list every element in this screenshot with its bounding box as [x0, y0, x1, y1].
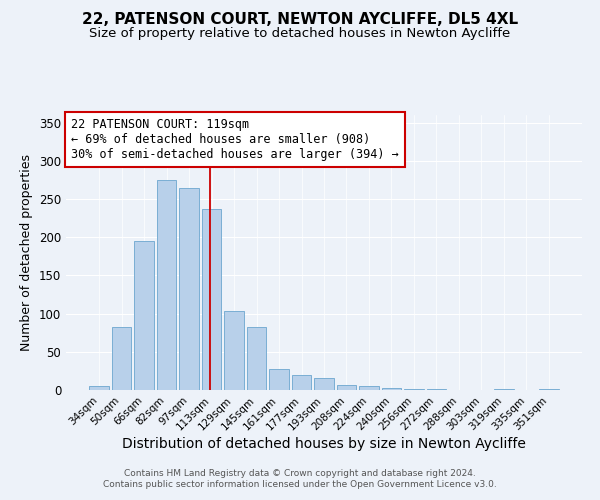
Bar — [292, 374, 311, 390]
Bar — [404, 389, 424, 390]
Bar — [539, 389, 559, 390]
Bar — [494, 389, 514, 390]
Bar — [359, 386, 379, 390]
Text: Contains public sector information licensed under the Open Government Licence v3: Contains public sector information licen… — [103, 480, 497, 489]
Bar — [337, 384, 356, 390]
Bar — [427, 389, 446, 390]
Bar — [382, 388, 401, 390]
Text: 22, PATENSON COURT, NEWTON AYCLIFFE, DL5 4XL: 22, PATENSON COURT, NEWTON AYCLIFFE, DL5… — [82, 12, 518, 28]
Text: Contains HM Land Registry data © Crown copyright and database right 2024.: Contains HM Land Registry data © Crown c… — [124, 468, 476, 477]
Bar — [314, 378, 334, 390]
Bar — [202, 209, 221, 390]
Bar — [134, 241, 154, 390]
Bar — [224, 312, 244, 390]
Y-axis label: Number of detached properties: Number of detached properties — [20, 154, 34, 351]
Text: Size of property relative to detached houses in Newton Aycliffe: Size of property relative to detached ho… — [89, 28, 511, 40]
Bar — [269, 370, 289, 390]
Bar — [179, 188, 199, 390]
X-axis label: Distribution of detached houses by size in Newton Aycliffe: Distribution of detached houses by size … — [122, 438, 526, 452]
Bar — [89, 386, 109, 390]
Text: 22 PATENSON COURT: 119sqm
← 69% of detached houses are smaller (908)
30% of semi: 22 PATENSON COURT: 119sqm ← 69% of detac… — [71, 118, 399, 161]
Bar — [112, 326, 131, 390]
Bar — [157, 180, 176, 390]
Bar — [247, 326, 266, 390]
